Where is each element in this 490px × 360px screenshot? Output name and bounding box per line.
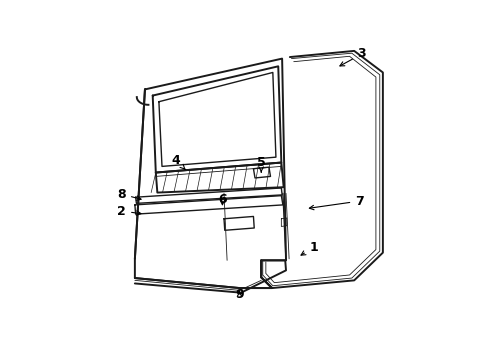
Text: 5: 5 <box>257 156 266 172</box>
Text: 1: 1 <box>301 241 318 255</box>
Text: 8: 8 <box>118 188 141 201</box>
Text: 7: 7 <box>309 194 364 210</box>
Text: 4: 4 <box>172 154 185 170</box>
Text: 2: 2 <box>117 204 141 217</box>
Text: 6: 6 <box>218 193 227 206</box>
Text: 9: 9 <box>235 288 244 301</box>
Text: 3: 3 <box>340 48 366 66</box>
